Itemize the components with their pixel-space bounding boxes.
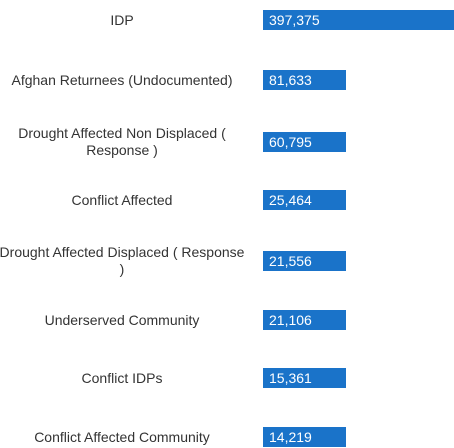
data-label: 21,106 [269, 312, 312, 328]
category-label: Conflict Affected Community [34, 428, 210, 445]
category-label: Afghan Returnees (Undocumented) [11, 71, 233, 88]
bar [263, 427, 346, 447]
category-label: IDP [110, 11, 134, 28]
category-label: Drought Affected Displaced ( Response ) [0, 244, 245, 277]
bar [263, 10, 454, 30]
bar [263, 251, 346, 271]
category-label: Underserved Community [44, 311, 200, 328]
bar [263, 190, 346, 210]
data-label: 25,464 [269, 192, 312, 208]
bar [263, 368, 346, 388]
bar [263, 310, 346, 330]
data-label: 14,219 [269, 429, 312, 445]
data-label: 21,556 [269, 253, 312, 269]
category-label: Conflict IDPs [81, 369, 163, 386]
data-label: 15,361 [269, 370, 312, 386]
data-label: 60,795 [269, 134, 312, 150]
category-label: Drought Affected Non Displaced ( Respons… [18, 125, 226, 158]
bar [263, 70, 346, 90]
data-label: 397,375 [269, 12, 320, 28]
bar [263, 132, 346, 152]
category-label: Conflict Affected [71, 191, 173, 208]
data-label: 81,633 [269, 72, 312, 88]
